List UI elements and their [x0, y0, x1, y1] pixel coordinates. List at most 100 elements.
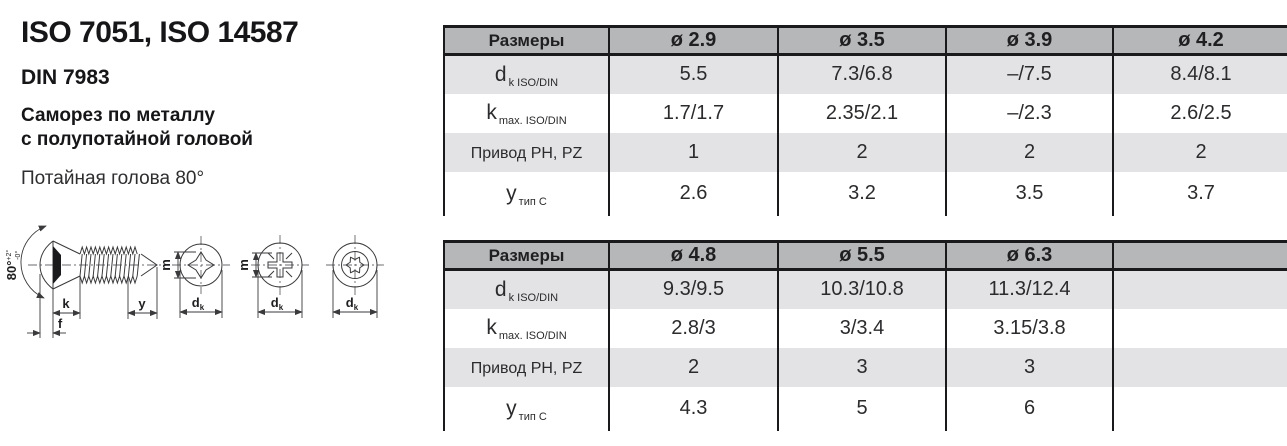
page-title: ISO 7051, ISO 14587 — [21, 16, 299, 49]
value-cell: 2 — [608, 347, 778, 387]
value-cell — [1112, 386, 1287, 431]
col-header-diameter: ø 5.5 — [777, 240, 946, 271]
page-subtitle-din: DIN 7983 — [21, 66, 110, 89]
value-cell: 5 — [777, 386, 946, 431]
pz-cross-recess — [267, 252, 293, 278]
row-label-main: k — [486, 101, 497, 124]
thread-flanks — [79, 253, 140, 277]
head-cone — [52, 240, 81, 290]
col-header-diameter: ø 3.9 — [945, 25, 1113, 56]
col-header-diameter: ø 4.2 — [1112, 25, 1287, 56]
value-cell — [1112, 308, 1287, 348]
col-header-diameter: ø 2.9 — [608, 25, 778, 56]
row-label-main: d — [494, 277, 507, 301]
row-label: k max. ISO/DIN — [443, 93, 609, 133]
value-cell: 3 — [777, 347, 946, 387]
table-row-kmax: k max. ISO/DIN 1.7/1.7 2.35/2.1 –/2.3 2.6… — [443, 93, 1287, 133]
value-cell — [1112, 269, 1287, 309]
product-description-line2: с полупотайной головой — [21, 129, 253, 150]
row-label-sub: k ISO/DIN — [508, 291, 559, 304]
col-header-sizes: Размеры — [443, 25, 609, 56]
table-row-y: y тип C 4.3 5 6 — [443, 386, 1287, 431]
ph-cross-recess — [187, 251, 215, 279]
row-label: k max. ISO/DIN — [443, 308, 609, 348]
row-label-main: y — [506, 181, 517, 205]
head-type-note: Потайная голова 80° — [21, 168, 205, 189]
value-cell: 6 — [945, 386, 1113, 431]
dim-k-label: k — [62, 296, 70, 311]
value-cell: 2 — [777, 132, 946, 172]
size-table-1-header-row: Размеры ø 2.9 ø 3.5 ø 3.9 ø 4.2 — [443, 25, 1287, 56]
row-label: y тип C — [443, 386, 609, 431]
value-cell — [1112, 347, 1287, 387]
thread-crest-top — [79, 245, 138, 256]
torx-lobe-recess — [345, 256, 365, 274]
ph-recess-view: m dk — [158, 236, 230, 318]
dim-m1-label: m — [158, 259, 173, 271]
dim-y-label: y — [138, 296, 146, 311]
value-cell: 8.4/8.1 — [1112, 54, 1287, 94]
row-label-main: y — [506, 396, 517, 420]
value-cell: 2 — [1112, 132, 1287, 172]
value-cell: 7.3/6.8 — [777, 54, 946, 94]
col-header-diameter: ø 4.8 — [608, 240, 778, 271]
table-row-kmax: k max. ISO/DIN 2.8/3 3/3.4 3.15/3.8 — [443, 308, 1287, 348]
row-label-sub: max. ISO/DIN — [498, 330, 567, 342]
dim-dk2-label: dk — [271, 295, 284, 312]
row-label-sub: тип C — [518, 195, 547, 208]
value-cell: 2.35/2.1 — [777, 93, 946, 133]
col-header-sizes: Размеры — [443, 240, 609, 271]
dim-dk3-label: dk — [346, 295, 359, 312]
dim-m2-label: m — [236, 259, 251, 271]
row-label: Привод PH, PZ — [443, 347, 609, 387]
value-cell: 2.6 — [608, 171, 778, 216]
value-cell: 9.3/9.5 — [608, 269, 778, 309]
dim-f-extension-lines — [39, 274, 54, 338]
row-label: Привод PH, PZ — [443, 132, 609, 172]
technical-drawing: 80°+2° -0° k f y m dk — [4, 225, 384, 338]
row-label-main: Привод PH, PZ — [470, 144, 583, 162]
size-table-2-header-row: Размеры ø 4.8 ø 5.5 ø 6.3 — [443, 240, 1287, 271]
thread-crest-bottom — [79, 274, 138, 285]
table-row-drive: Привод PH, PZ 1 2 2 2 — [443, 132, 1287, 172]
product-description-line1: Саморез по металлу — [21, 105, 215, 126]
value-cell: 3/3.4 — [777, 308, 946, 348]
row-label-sub: k ISO/DIN — [508, 76, 559, 89]
value-cell: –/7.5 — [945, 54, 1113, 94]
angle-label: 80°+2° -0° — [4, 250, 22, 281]
dim-dk1-label: dk — [192, 295, 205, 312]
pz-diagonal-ticks — [267, 252, 293, 278]
row-label-main: d — [494, 62, 507, 86]
row-label-sub: тип C — [518, 410, 547, 423]
value-cell: 5.5 — [608, 54, 778, 94]
pz-recess-view: m dk — [236, 235, 309, 318]
row-label-sub: max. ISO/DIN — [498, 115, 567, 127]
value-cell: 4.3 — [608, 386, 778, 431]
angle-arc — [20, 225, 47, 299]
recess-section — [53, 246, 61, 284]
product-description: Саморез по металлу с полупотайной голово… — [21, 104, 253, 152]
col-header-diameter: ø 3.5 — [777, 25, 946, 56]
value-cell: 11.3/12.4 — [945, 269, 1113, 309]
row-label-main: k — [486, 316, 497, 339]
table-row-y: y тип C 2.6 3.2 3.5 3.7 — [443, 171, 1287, 216]
value-cell: 1 — [608, 132, 778, 172]
table-row-drive: Привод PH, PZ 2 3 3 — [443, 347, 1287, 387]
value-cell: 3.7 — [1112, 171, 1287, 216]
screw-tip — [140, 253, 158, 277]
row-label-main: Привод PH, PZ — [470, 359, 583, 377]
row-label: y тип C — [443, 171, 609, 216]
col-header-empty — [1112, 240, 1287, 271]
screw-side-view: 80°+2° -0° k f y — [4, 225, 166, 338]
col-header-diameter: ø 6.3 — [945, 240, 1113, 271]
value-cell: 3.15/3.8 — [945, 308, 1113, 348]
value-cell: 1.7/1.7 — [608, 93, 778, 133]
torx-recess-view: dk — [326, 235, 384, 318]
